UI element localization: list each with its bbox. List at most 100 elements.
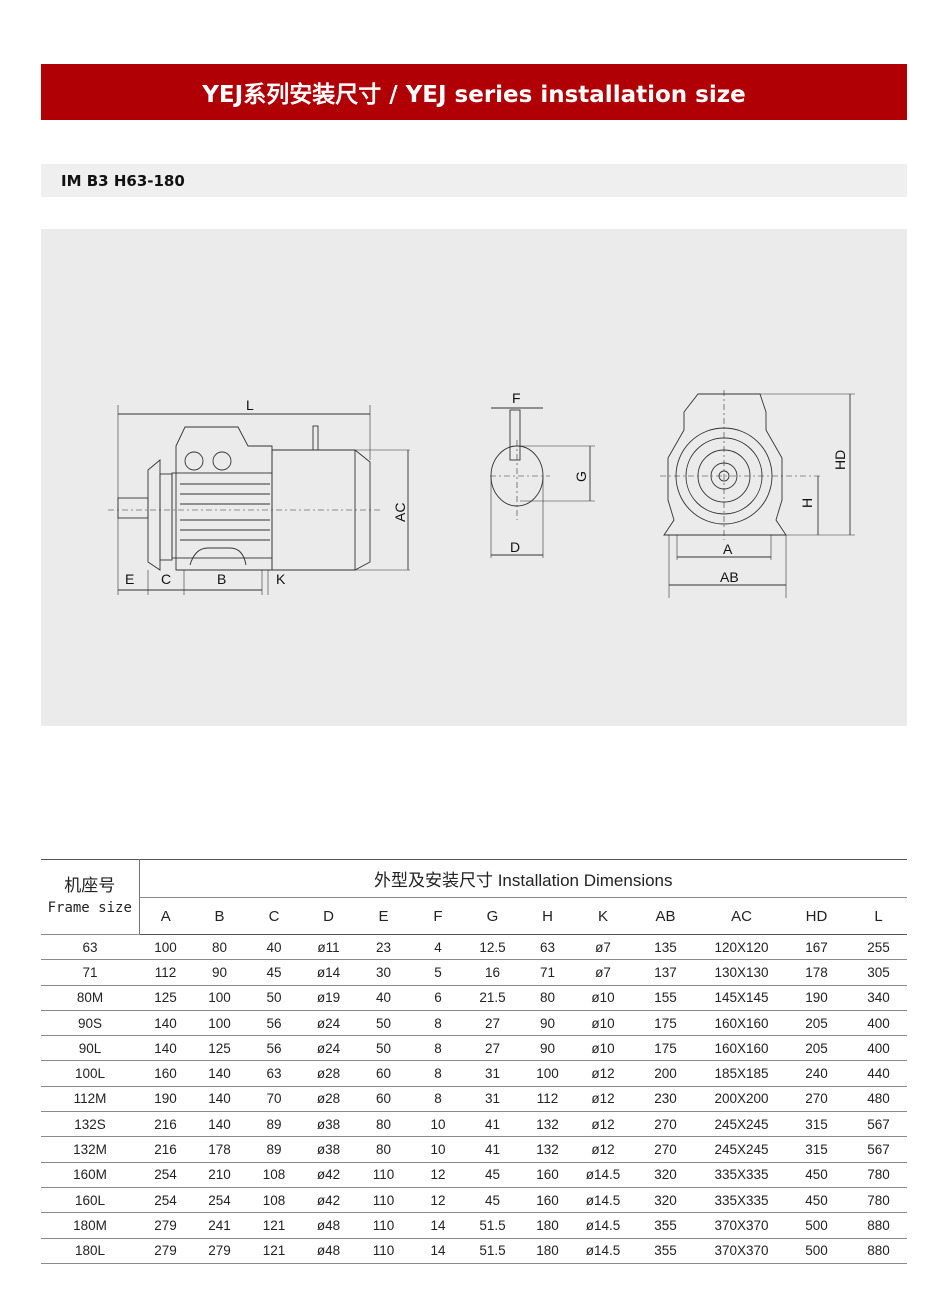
dimension-cell-h: 90 [520, 1035, 575, 1062]
dimension-cell-h: 160 [520, 1162, 575, 1188]
dim-label-D: D [510, 539, 520, 555]
frame-size-cell: 100L [41, 1060, 139, 1087]
dimension-cell-ac: 335X335 [700, 1187, 783, 1214]
table-row: 100L 160 140 63 ø28 60 8 31 100 ø12 200 185X185 240 4… [41, 1060, 907, 1087]
dimension-cell-ac: 185X185 [700, 1060, 783, 1087]
dimension-cell-b: 140 [192, 1111, 247, 1138]
dimension-cell-l: 880 [850, 1212, 907, 1239]
frame-size-cell: 71 [41, 959, 139, 986]
frame-size-cell: 90S [41, 1010, 139, 1037]
dimension-cell-b: 125 [192, 1035, 247, 1062]
dimension-cell-a: 100 [139, 934, 192, 961]
dimension-cell-k: ø12 [575, 1111, 631, 1138]
dimension-cell-a: 216 [139, 1111, 192, 1138]
dimension-cell-f: 8 [411, 1086, 465, 1113]
dimension-cell-e: 30 [356, 959, 411, 986]
installation-diagram: L E C B K AC F G D HD H A AB [108, 390, 855, 598]
dimension-cell-k: ø14.5 [575, 1187, 631, 1214]
dimension-cell-b: 100 [192, 1010, 247, 1037]
dimension-cell-b: 241 [192, 1212, 247, 1239]
dimension-cell-b: 140 [192, 1086, 247, 1113]
dimension-cell-ab: 355 [631, 1238, 700, 1264]
dimension-cell-h: 180 [520, 1212, 575, 1239]
dimension-cell-l: 567 [850, 1111, 907, 1138]
dimension-cell-hd: 315 [783, 1111, 850, 1138]
dim-label-E: E [125, 571, 134, 587]
shaft-section-view [490, 407, 595, 558]
dimension-cell-e: 40 [356, 985, 411, 1011]
column-header-ac: AC [700, 897, 783, 935]
dimension-cell-k: ø12 [575, 1086, 631, 1113]
installation-dimensions-table: 机座号 Frame size 外型及安装尺寸 Installation Dimen… [41, 859, 907, 1264]
column-header-e: E [356, 897, 411, 935]
dimension-cell-ab: 175 [631, 1035, 700, 1062]
dimension-cell-h: 132 [520, 1111, 575, 1138]
table-row: 90S 140 100 56 ø24 50 8 27 90 ø10 175 160X160 205 400 [41, 1010, 907, 1037]
dim-label-L: L [246, 397, 254, 413]
dimension-cell-ac: 130X130 [700, 959, 783, 986]
dimension-cell-a: 125 [139, 985, 192, 1011]
table-row: 180L 279 279 121 ø48 110 14 51.5 180 ø14.5 355 370X… [41, 1238, 907, 1264]
dimension-cell-e: 80 [356, 1136, 411, 1163]
dimension-cell-k: ø14.5 [575, 1238, 631, 1264]
dimension-cell-d: ø38 [301, 1111, 356, 1138]
dimension-cell-hd: 450 [783, 1162, 850, 1188]
dimension-cell-k: ø14.5 [575, 1212, 631, 1239]
section-label: IM B3 H63-180 [61, 172, 185, 190]
frame-size-cell: 132S [41, 1111, 139, 1138]
dimension-cell-e: 60 [356, 1060, 411, 1087]
table-row: 132S 216 140 89 ø38 80 10 41 132 ø12 270 245X245 315… [41, 1111, 907, 1138]
dimension-cell-ac: 200X200 [700, 1086, 783, 1113]
dimension-cell-f: 4 [411, 934, 465, 961]
dimension-cell-hd: 178 [783, 959, 850, 986]
table-row: 90L 140 125 56 ø24 50 8 27 90 ø10 175 160X160 205 400 [41, 1035, 907, 1062]
table-row: 112M 190 140 70 ø28 60 8 31 112 ø12 230 200X200 270 4… [41, 1086, 907, 1113]
dimension-cell-e: 110 [356, 1212, 411, 1239]
dimension-cell-c: 63 [247, 1060, 301, 1087]
dimension-cell-l: 400 [850, 1035, 907, 1062]
dimension-cell-b: 140 [192, 1060, 247, 1087]
dimension-cell-ab: 175 [631, 1010, 700, 1037]
dimension-cell-f: 12 [411, 1187, 465, 1214]
dim-label-F: F [512, 390, 521, 406]
dimension-cell-c: 56 [247, 1010, 301, 1037]
dimension-cell-c: 70 [247, 1086, 301, 1113]
dimension-cell-g: 16 [465, 959, 520, 986]
dimension-cell-l: 340 [850, 985, 907, 1011]
installation-diagram-panel: L E C B K AC F G D HD H A AB [41, 229, 907, 726]
dimension-cell-ac: 335X335 [700, 1162, 783, 1188]
dimension-cell-ab: 320 [631, 1187, 700, 1214]
table-row: 80M 125 100 50 ø19 40 6 21.5 80 ø10 155 145X145 190 3… [41, 985, 907, 1011]
dimension-cell-l: 780 [850, 1162, 907, 1188]
frame-size-cell: 160L [41, 1187, 139, 1214]
dimension-cell-c: 121 [247, 1238, 301, 1264]
dimension-cell-ac: 245X245 [700, 1111, 783, 1138]
dimension-cell-a: 254 [139, 1162, 192, 1188]
dimension-cell-f: 14 [411, 1238, 465, 1264]
dimension-cell-l: 440 [850, 1060, 907, 1087]
column-header-b: B [192, 897, 247, 935]
dimension-cell-a: 112 [139, 959, 192, 986]
dimension-cell-l: 567 [850, 1136, 907, 1163]
dimension-cell-a: 254 [139, 1187, 192, 1214]
dimension-cell-f: 10 [411, 1136, 465, 1163]
column-header-f: F [411, 897, 465, 935]
dimension-cell-c: 89 [247, 1136, 301, 1163]
dimension-cell-e: 110 [356, 1162, 411, 1188]
dimension-cell-ac: 120X120 [700, 934, 783, 961]
dimension-cell-f: 8 [411, 1060, 465, 1087]
dim-label-K: K [276, 571, 286, 587]
dimension-cell-ab: 270 [631, 1111, 700, 1138]
dimension-cell-a: 216 [139, 1136, 192, 1163]
dimension-cell-d: ø48 [301, 1212, 356, 1239]
dimension-cell-hd: 500 [783, 1212, 850, 1239]
dimension-cell-hd: 450 [783, 1187, 850, 1214]
column-header-k: K [575, 897, 631, 935]
frame-size-cell: 80M [41, 985, 139, 1011]
dimension-cell-k: ø10 [575, 1035, 631, 1062]
dimension-cell-f: 12 [411, 1162, 465, 1188]
motor-front-view [660, 390, 855, 598]
dimension-cell-f: 8 [411, 1010, 465, 1037]
dimension-cell-l: 255 [850, 934, 907, 961]
dimension-cell-l: 880 [850, 1238, 907, 1264]
